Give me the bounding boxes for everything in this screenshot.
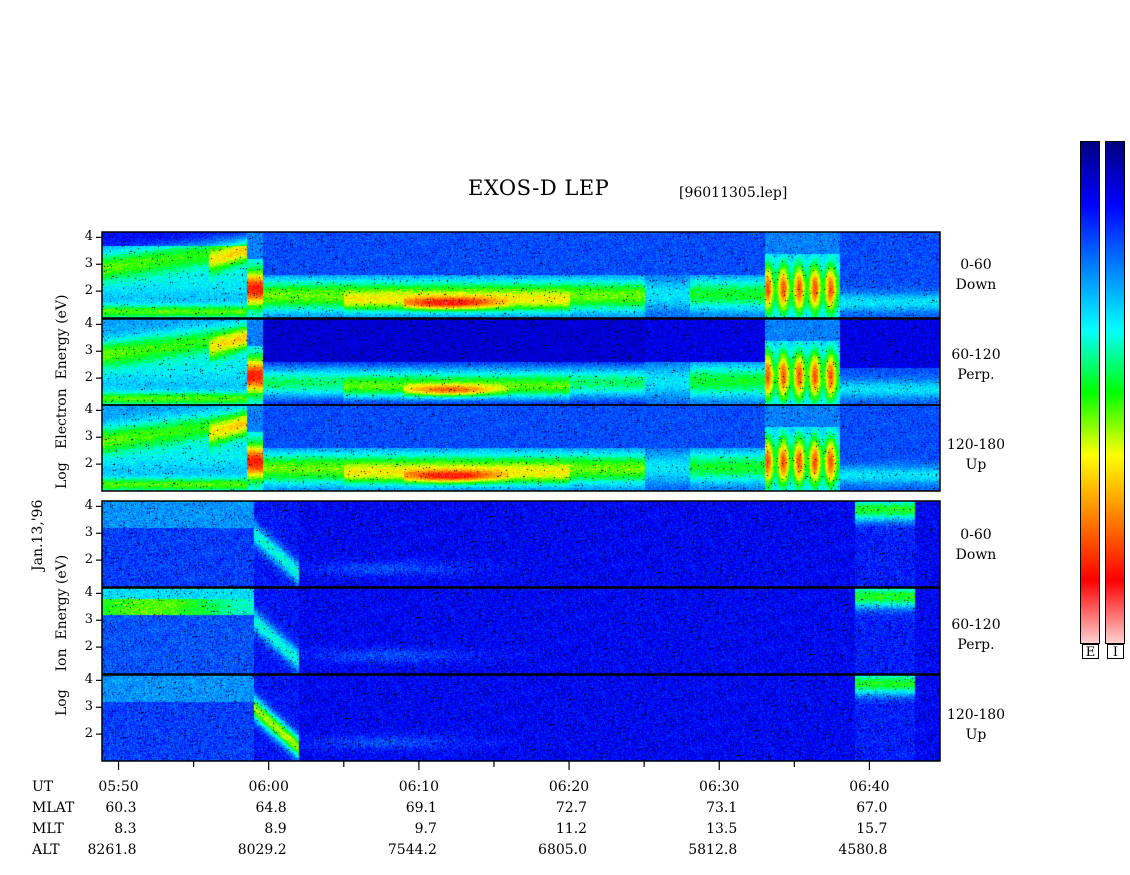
panel-label-ion-perp: 60-120 Perp. bbox=[951, 617, 1001, 653]
value-mlat: 67.0 bbox=[856, 800, 888, 816]
y-tick-label: 4 bbox=[84, 672, 93, 688]
electron-axis-label: Log Electron Energy (eV) bbox=[54, 294, 70, 489]
spectrogram-ion-down bbox=[102, 501, 940, 587]
y-tick-label: 4 bbox=[84, 498, 93, 514]
colorbar-label-i: I bbox=[1107, 644, 1124, 660]
value-mlt: 11.2 bbox=[555, 821, 588, 837]
y-tick-label: 3 bbox=[84, 256, 93, 272]
panel-label-electron-up: 120-180 Up bbox=[946, 437, 1006, 473]
spectrogram-ion-perp bbox=[102, 588, 940, 674]
panel-label-ion-up: 120-180 Up bbox=[946, 707, 1006, 743]
value-mlat: 69.1 bbox=[405, 800, 437, 816]
colorbar-electron bbox=[1080, 141, 1100, 644]
x-tick-label: 06:40 bbox=[849, 779, 890, 795]
value-alt: 4580.8 bbox=[838, 842, 888, 858]
y-tick-label: 2 bbox=[84, 370, 93, 386]
y-tick-label: 2 bbox=[84, 283, 93, 299]
y-tick-label: 3 bbox=[84, 525, 93, 541]
value-mlat: 73.1 bbox=[706, 800, 738, 816]
spectrogram-ion-up bbox=[102, 675, 940, 761]
colorbar-label-e: E bbox=[1082, 644, 1099, 660]
spectrogram-electron-down bbox=[102, 232, 940, 318]
value-mlat: 64.8 bbox=[255, 800, 287, 816]
row-name-mlt: MLT bbox=[32, 821, 64, 837]
chart-title: EXOS-D LEP bbox=[468, 176, 610, 200]
row-name-mlat: MLAT bbox=[32, 800, 75, 816]
value-alt: 5812.8 bbox=[688, 842, 738, 858]
row-name-ut: UT bbox=[32, 779, 54, 795]
x-tick-marks bbox=[117, 761, 871, 770]
y-tick-label: 4 bbox=[84, 402, 93, 418]
value-mlt: 9.7 bbox=[414, 821, 437, 837]
date-label: Jan.13,'96 bbox=[30, 499, 46, 571]
y-tick-label: 3 bbox=[84, 612, 93, 628]
value-mlt: 8.9 bbox=[264, 821, 287, 837]
row-name-alt: ALT bbox=[32, 842, 60, 858]
x-tick-label: 06:20 bbox=[548, 779, 590, 795]
value-mlt: 13.5 bbox=[706, 821, 738, 837]
x-tick-label: 06:10 bbox=[398, 779, 440, 795]
y-tick-label: 4 bbox=[84, 316, 93, 332]
panel-label-electron-down: 0-60 Down bbox=[955, 257, 997, 293]
value-mlat: 60.3 bbox=[105, 800, 137, 816]
value-mlt: 8.3 bbox=[114, 821, 137, 837]
panel-label-ion-down: 0-60 Down bbox=[955, 527, 997, 563]
y-tick-label: 2 bbox=[84, 552, 93, 568]
ion-axis-label: Log Ion Energy (eV) bbox=[54, 554, 70, 716]
x-tick-label: 06:30 bbox=[699, 779, 740, 795]
panel-label-electron-perp: 60-120 Perp. bbox=[951, 347, 1001, 383]
y-tick-label: 2 bbox=[84, 456, 93, 472]
y-tick-label: 3 bbox=[84, 429, 93, 445]
value-alt: 8029.2 bbox=[237, 842, 287, 858]
y-tick-label: 4 bbox=[84, 229, 93, 245]
value-alt: 6805.0 bbox=[538, 842, 588, 858]
value-alt: 8261.8 bbox=[87, 842, 137, 858]
file-id: [96011305.lep] bbox=[679, 185, 788, 201]
colorbar-ion bbox=[1105, 141, 1125, 644]
value-mlat: 72.7 bbox=[555, 800, 588, 816]
spectrogram-electron-up bbox=[102, 405, 940, 491]
y-tick-label: 2 bbox=[84, 726, 93, 742]
y-tick-label: 3 bbox=[84, 343, 93, 359]
value-mlt: 15.7 bbox=[856, 821, 888, 837]
y-tick-label: 2 bbox=[84, 639, 93, 655]
x-tick-label: 05:50 bbox=[98, 779, 139, 795]
value-alt: 7544.2 bbox=[387, 842, 437, 858]
x-tick-label: 06:00 bbox=[248, 779, 289, 795]
spectrogram-electron-perp bbox=[102, 319, 940, 405]
y-tick-label: 4 bbox=[84, 585, 93, 601]
y-tick-label: 3 bbox=[84, 699, 93, 715]
